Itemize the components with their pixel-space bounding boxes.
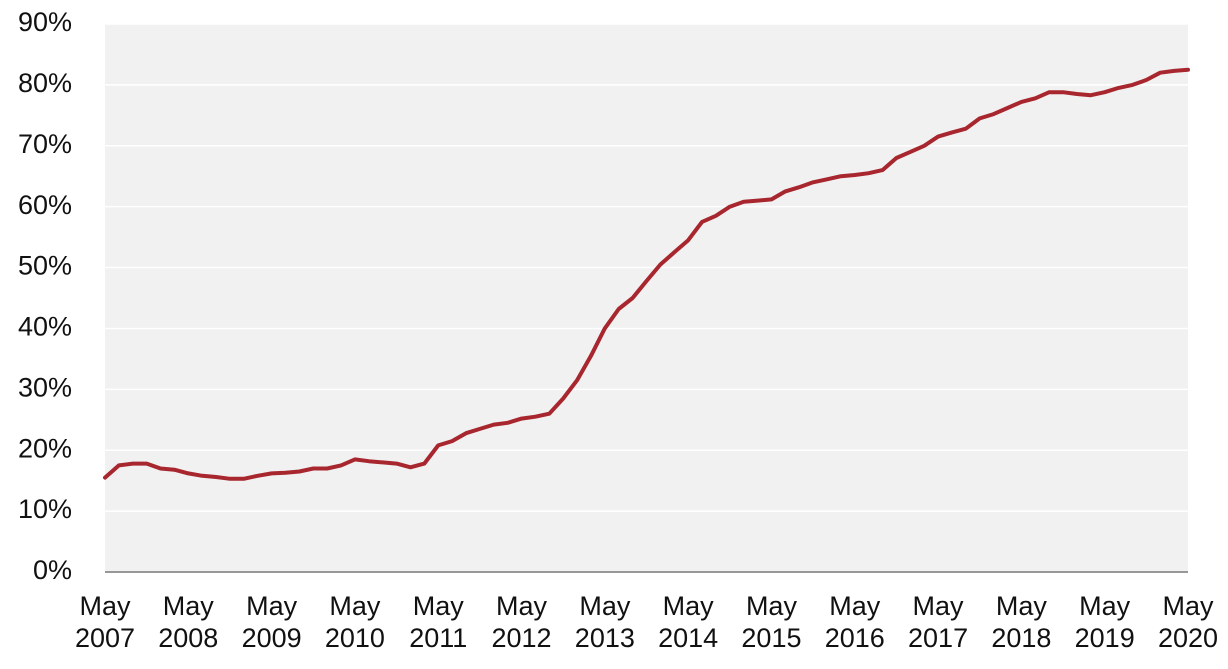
x-tick-label: May 2010: [324, 591, 385, 653]
y-tick-label: 20%: [18, 433, 72, 463]
y-tick-label: 0%: [33, 555, 72, 585]
x-tick-label: May 2012: [491, 591, 552, 653]
plot-background: [105, 24, 1188, 572]
x-tick-label: May 2015: [741, 591, 802, 653]
x-tick-label: May 2014: [658, 591, 719, 653]
y-tick-label: 80%: [18, 68, 72, 98]
x-tick-label: May 2008: [158, 591, 219, 653]
x-tick-label: May 2013: [574, 591, 635, 653]
x-tick-label: May 2019: [1074, 591, 1135, 653]
y-tick-label: 90%: [18, 7, 72, 37]
data-line: [103, 67, 1190, 481]
y-tick-label: 40%: [18, 312, 72, 342]
y-tick-label: 70%: [18, 129, 72, 159]
y-tick-label: 30%: [18, 372, 72, 402]
x-tick-label: May 2016: [824, 591, 885, 653]
x-tick-label: May 2009: [241, 591, 302, 653]
y-tick-label: 60%: [18, 190, 72, 220]
x-tick-label: May 2018: [991, 591, 1052, 653]
x-tick-label: May 2020: [1157, 591, 1219, 653]
y-tick-label: 50%: [18, 251, 72, 281]
y-tick-label: 10%: [18, 494, 72, 524]
x-tick-label: May 2011: [409, 591, 468, 653]
x-tick-label: May 2017: [908, 591, 969, 653]
x-tick-label: May 2007: [74, 591, 136, 653]
